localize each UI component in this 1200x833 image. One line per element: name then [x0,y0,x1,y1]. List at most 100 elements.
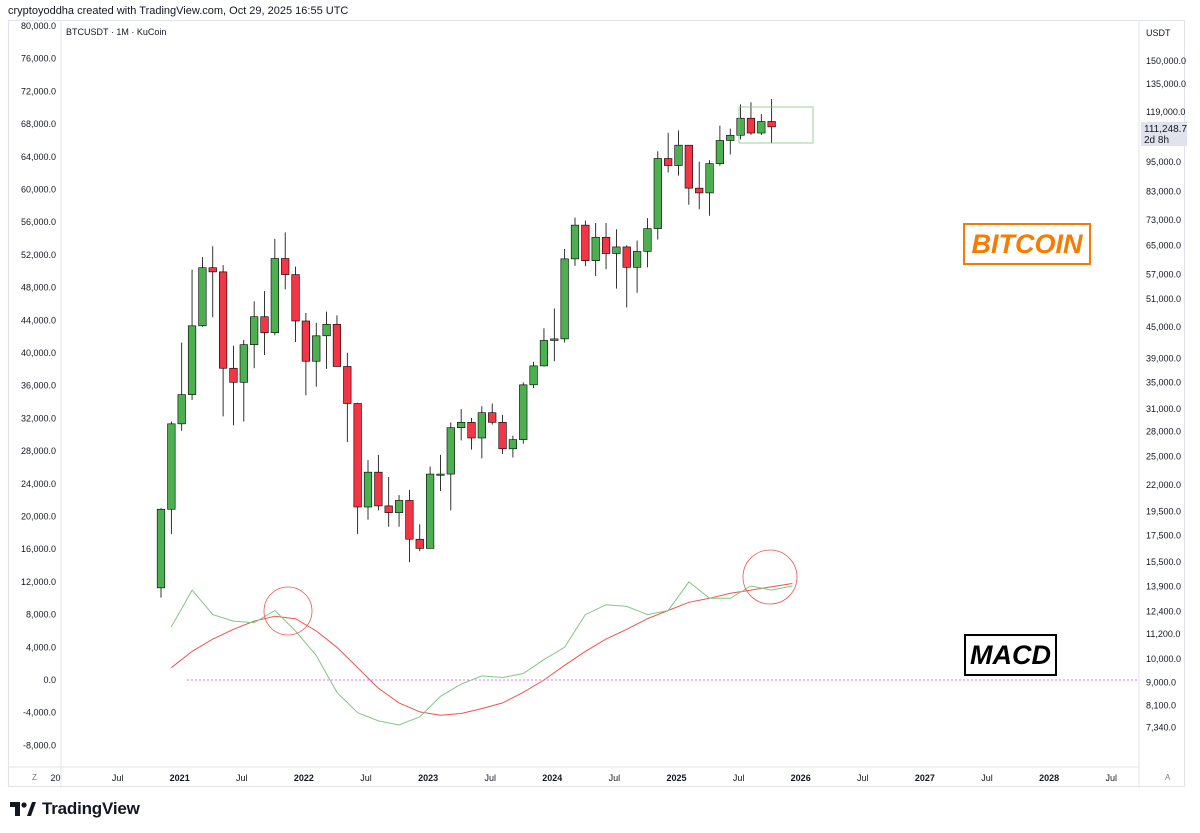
candle-body [757,121,766,134]
right-axis-tick-label: 45,000.0 [1146,322,1181,332]
candle-body [498,422,507,450]
time-axis-tick-label: 2022 [294,773,314,783]
time-axis-tick-label: Jul [857,773,869,783]
candle-body [425,473,435,549]
left-axis-tick-label: 72,000.0 [21,86,56,96]
candle-body [539,340,549,367]
left-axis-tick-label: 12,000.0 [21,577,56,587]
right-axis-tick-label: 13,900.0 [1146,581,1181,591]
time-axis-tick-label: Jul [236,773,248,783]
candle-body [467,422,476,439]
candle-body [405,500,414,540]
time-axis-tick-label: 2027 [915,773,935,783]
right-axis: 150,000.0 135,000.0 119,000.0 95,000.0 83,00… [1138,21,1186,788]
left-axis-tick-label: 40,000.0 [21,348,56,358]
candle-body [570,224,580,260]
footer: TradingView [10,799,140,819]
right-axis-tick-label: 31,000.0 [1146,404,1181,414]
left-axis-tick-label: 4,000.0 [26,642,56,652]
candle-body [167,423,176,510]
auto-scale-toggle[interactable]: A [1165,773,1171,782]
left-axis-tick-label: 0.0 [43,675,56,685]
candle-body [343,366,352,404]
candle-body [229,367,238,383]
right-axis-tick-label: 15,500.0 [1146,557,1181,567]
drawing-overlays [263,106,814,636]
left-axis-tick-label: -8,000.0 [23,740,56,750]
macd-indicator [170,581,793,726]
right-axis-tick-label: 25,000.0 [1146,452,1181,462]
time-axis-tick-label: Jul [733,773,745,783]
right-axis-tick-label: 119,000.0 [1146,107,1185,117]
candle-body [488,412,497,423]
candle-body [312,335,321,362]
left-axis-tick-label: 56,000.0 [21,217,56,227]
candle-body [705,163,714,194]
right-axis-tick-label: 22,000.0 [1146,480,1181,490]
candle-body [674,144,683,166]
signal-line [170,583,793,716]
right-axis-tick-label: 57,000.0 [1146,270,1181,280]
candle-body [653,158,662,229]
right-axis-tick-label: 51,000.0 [1146,294,1181,304]
right-axis-tick-label: 10,000.0 [1146,654,1181,664]
candle-body [353,403,362,508]
time-axis-tick-label: Jul [1105,773,1117,783]
time-axis-tick-label: Jul [360,773,372,783]
left-axis-tick-label: 52,000.0 [21,250,56,260]
time-axis-tick-label: Jul [484,773,496,783]
candle-body [581,224,590,261]
last-price-value: 111,248.7 [1144,124,1188,135]
candle-body [519,384,528,440]
candles-group [156,99,776,598]
right-axis-tick-label: 95,000.0 [1146,157,1181,167]
candle-body [550,338,559,341]
candle-body [363,471,373,508]
left-axis-tick-label: 48,000.0 [21,283,56,293]
time-axis: 20 Jul 2021 Jul 2022 Jul 2023 Jul 2024 Jul 2025 Jul… [9,766,1139,783]
candle-body [384,505,393,513]
left-axis-tick-label: 20,000.0 [21,512,56,522]
candle-body [250,316,259,345]
candle-body [664,158,673,166]
left-axis-tick-label: 60,000.0 [21,185,56,195]
time-axis-tick-label: 20 [50,773,60,783]
candle-body [446,427,455,475]
candle-body [612,246,621,254]
candle-body [477,412,486,439]
right-axis-tick-label: 35,000.0 [1146,377,1181,387]
left-axis-tick-label: 44,000.0 [21,315,56,325]
left-axis-tick-label: 8,000.0 [26,610,56,620]
candle-body [591,236,600,261]
candle-body [643,228,652,252]
right-axis-tick-label: 9,000.0 [1146,677,1176,687]
candle-body [457,422,466,428]
right-axis-tick-label: 73,000.0 [1146,215,1181,225]
candle-body [281,258,290,275]
candle-body [156,508,166,589]
time-axis-tick-label: 2021 [170,773,190,783]
candle-body [529,365,538,386]
left-axis-tick-label: 64,000.0 [21,152,56,162]
timezone-toggle[interactable]: Z [32,773,37,782]
crossover-circle-2021 [263,586,313,636]
time-axis-tick-label: Jul [112,773,124,783]
bar-countdown: 2d 8h [1144,135,1170,146]
left-axis-tick-label: 16,000.0 [21,544,56,554]
right-axis-tick-label: 19,500.0 [1146,506,1181,516]
right-axis-tick-label: 17,500.0 [1146,530,1181,540]
currency-label[interactable]: USDT [1146,28,1171,38]
candle-body [270,258,279,334]
right-axis-tick-label: 65,000.0 [1146,241,1181,251]
candlestick-chart[interactable]: 80,000.0 76,000.0 72,000.0 68,000.0 64,000.0… [9,21,1186,788]
left-axis-tick-label: 28,000.0 [21,446,56,456]
right-axis-tick-label: 39,000.0 [1146,353,1181,363]
candle-body [198,267,207,327]
left-axis-tick-label: -4,000.0 [23,708,56,718]
candle-body [560,258,569,340]
macd-label: MACD [964,634,1057,676]
time-axis-tick-label: 2028 [1039,773,1059,783]
candle-body [301,320,311,362]
left-axis: 80,000.0 76,000.0 72,000.0 68,000.0 64,000.0… [21,21,62,788]
candle-body [695,187,704,194]
